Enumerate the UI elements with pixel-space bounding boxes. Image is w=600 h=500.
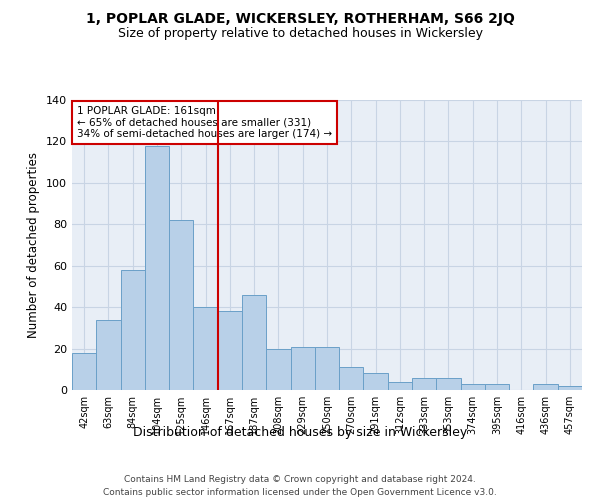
Bar bbox=[96, 320, 121, 390]
Bar bbox=[339, 367, 364, 390]
Bar bbox=[121, 270, 145, 390]
Bar bbox=[169, 220, 193, 390]
Bar bbox=[72, 352, 96, 390]
Bar bbox=[485, 384, 509, 390]
Bar bbox=[412, 378, 436, 390]
Bar bbox=[558, 386, 582, 390]
Bar bbox=[364, 374, 388, 390]
Text: 1, POPLAR GLADE, WICKERSLEY, ROTHERHAM, S66 2JQ: 1, POPLAR GLADE, WICKERSLEY, ROTHERHAM, … bbox=[86, 12, 514, 26]
Bar bbox=[290, 346, 315, 390]
Bar bbox=[218, 312, 242, 390]
Bar bbox=[533, 384, 558, 390]
Bar bbox=[388, 382, 412, 390]
Bar bbox=[145, 146, 169, 390]
Bar bbox=[193, 307, 218, 390]
Bar bbox=[315, 346, 339, 390]
Bar bbox=[266, 348, 290, 390]
Bar bbox=[461, 384, 485, 390]
Text: Size of property relative to detached houses in Wickersley: Size of property relative to detached ho… bbox=[118, 28, 482, 40]
Text: Contains public sector information licensed under the Open Government Licence v3: Contains public sector information licen… bbox=[103, 488, 497, 497]
Text: Contains HM Land Registry data © Crown copyright and database right 2024.: Contains HM Land Registry data © Crown c… bbox=[124, 476, 476, 484]
Bar bbox=[436, 378, 461, 390]
Text: Distribution of detached houses by size in Wickersley: Distribution of detached houses by size … bbox=[133, 426, 467, 439]
Text: 1 POPLAR GLADE: 161sqm
← 65% of detached houses are smaller (331)
34% of semi-de: 1 POPLAR GLADE: 161sqm ← 65% of detached… bbox=[77, 106, 332, 139]
Bar bbox=[242, 294, 266, 390]
Y-axis label: Number of detached properties: Number of detached properties bbox=[28, 152, 40, 338]
